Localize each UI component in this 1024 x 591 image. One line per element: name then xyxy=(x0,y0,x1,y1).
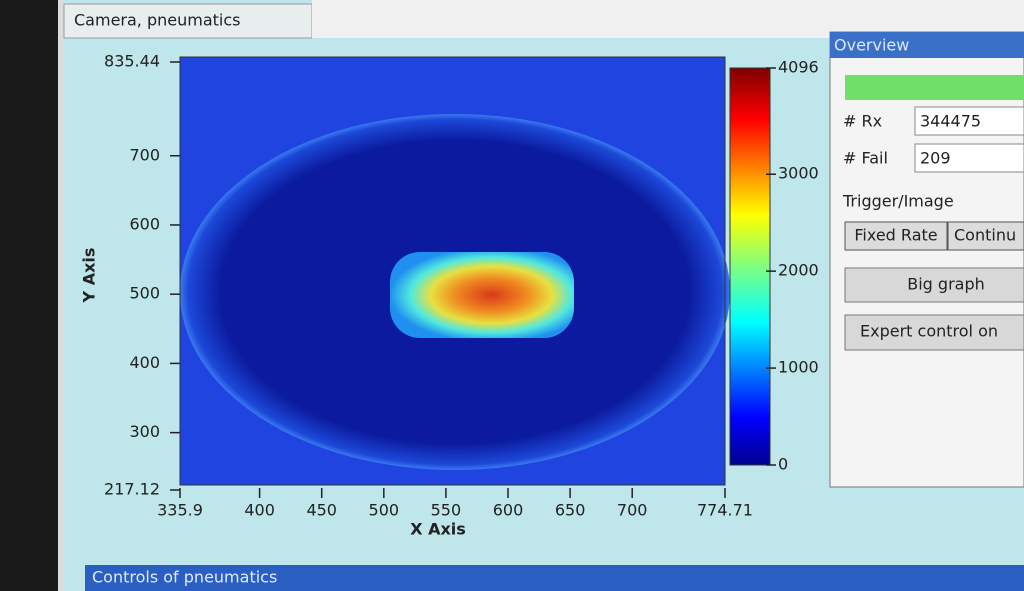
button[interactable] xyxy=(844,314,1024,351)
heatmap-spot xyxy=(390,252,574,338)
y-tick-label: 500 xyxy=(129,284,160,303)
button-label: Fixed Rate xyxy=(854,226,937,245)
bezel xyxy=(0,0,58,591)
y-tick-label: 300 xyxy=(129,422,160,441)
button[interactable] xyxy=(844,221,948,251)
field-box[interactable] xyxy=(914,106,1024,136)
colorbar-tick-label: 4096 xyxy=(778,58,819,77)
x-tick-label: 774.71 xyxy=(697,501,753,520)
button-label: Big graph xyxy=(907,275,985,294)
plot-frame xyxy=(179,56,726,486)
colorbar-tick-label: 1000 xyxy=(778,358,819,377)
y-tick-label: 700 xyxy=(129,145,160,164)
overview-panel xyxy=(829,31,1024,488)
x-tick-label: 335.9 xyxy=(157,501,203,520)
x-tick-label: 400 xyxy=(244,501,275,520)
y-tick-label: 600 xyxy=(129,214,160,233)
y-tick-label: 835.44 xyxy=(104,52,160,71)
x-tick-label: 500 xyxy=(369,501,400,520)
button[interactable] xyxy=(947,221,1024,251)
x-tick-label: 550 xyxy=(431,501,462,520)
field-label: # Rx xyxy=(843,112,882,131)
frame xyxy=(58,0,64,591)
button-label: Continu xyxy=(954,226,1016,245)
x-tick-label: 450 xyxy=(306,501,337,520)
x-tick-label: 600 xyxy=(493,501,524,520)
x-tick-label: 700 xyxy=(617,501,648,520)
y-tick-label: 217.12 xyxy=(104,480,160,499)
colorbar-tick-label: 3000 xyxy=(778,164,819,183)
y-tick-label: 400 xyxy=(129,353,160,372)
field-value: 344475 xyxy=(920,112,981,131)
button-label: Expert control on xyxy=(860,322,998,341)
plot xyxy=(179,56,771,486)
overview-titlebar xyxy=(830,32,1024,58)
button[interactable] xyxy=(844,267,1024,303)
x-axis-label: X Axis xyxy=(410,520,466,539)
overview-title: Overview xyxy=(834,36,909,55)
section-label: Trigger/Image xyxy=(842,192,954,211)
colorbar xyxy=(729,67,771,466)
tab[interactable] xyxy=(63,3,313,39)
field-box[interactable] xyxy=(914,143,1024,173)
colorbar-tick-label: 2000 xyxy=(778,261,819,280)
status-bar xyxy=(845,75,1024,100)
field-label: # Fail xyxy=(843,149,888,168)
x-tick-label: 650 xyxy=(555,501,586,520)
field-value: 209 xyxy=(920,149,951,168)
y-axis-label: Y Axis xyxy=(80,248,99,304)
colorbar-tick-label: 0 xyxy=(778,455,788,474)
bottom-panel xyxy=(85,565,1024,591)
bottom-panel-title: Controls of pneumatics xyxy=(92,568,277,587)
tab-label: Camera, pneumatics xyxy=(74,11,240,30)
